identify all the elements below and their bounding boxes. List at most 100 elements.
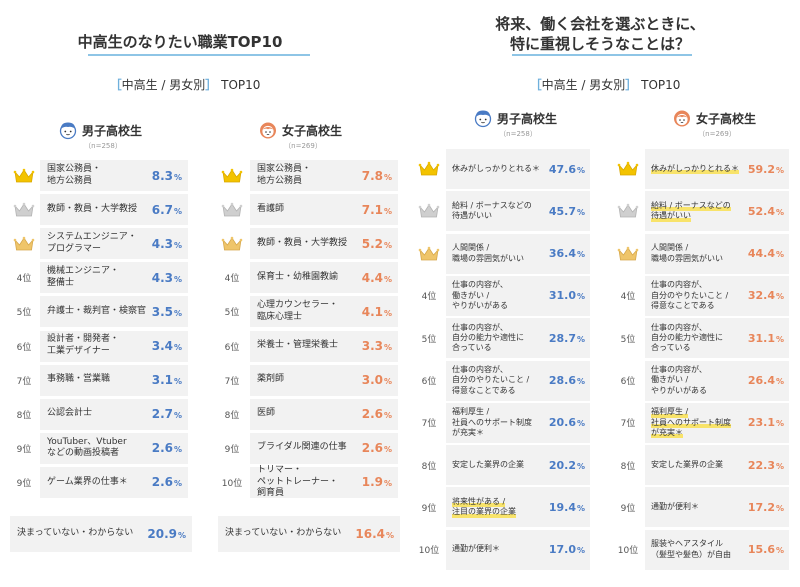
rank-label: 5位 xyxy=(620,334,636,345)
row-label-line: YouTuber、Vtuber xyxy=(47,436,127,447)
value-number: 20.2 xyxy=(548,458,576,472)
row-label: 安定した業界の企業 xyxy=(651,460,723,470)
row-label: 人間関係 / 職場の雰囲気がいい xyxy=(651,243,723,264)
row-value: 45.7% xyxy=(549,205,585,218)
right-title-line-1: 将来、働く会社を選ぶときに、 xyxy=(495,15,705,33)
undecided-label: 決まっていない・わからない xyxy=(225,528,342,539)
percent-sign: % xyxy=(775,377,784,386)
gold-crown-icon xyxy=(617,161,639,176)
percent-sign: % xyxy=(775,546,784,556)
row-label: 仕事の内容が、 自分の能力や適性に 合っている xyxy=(651,323,723,354)
value-number: 2.6 xyxy=(361,407,383,422)
row-value: 44.4% xyxy=(748,247,784,260)
row-label-line: 心理カウンセラー・ xyxy=(257,300,339,311)
row-label: 仕事の内容が、 働きがい / やりがいがある xyxy=(651,365,707,396)
table-row: 仕事の内容が、 自分の能力や適性に 合っている 31.1% xyxy=(645,318,789,359)
row-label-line: 国家公務員・ xyxy=(257,163,312,174)
group-header: 女子高校生 xyxy=(258,120,342,140)
percent-sign: % xyxy=(576,334,585,344)
row-label: 国家公務員・ 地方公務員 xyxy=(257,164,311,187)
row-label: 通勤が便利＊ xyxy=(452,544,500,554)
row-label: 休みがしっかりとれる＊ xyxy=(651,163,739,175)
rank-medal xyxy=(218,160,246,191)
sample-size-label: （n=258） xyxy=(499,130,537,138)
right-title-underline xyxy=(512,54,692,56)
group-name: 男子高校生 xyxy=(497,111,558,126)
gold-crown-icon xyxy=(13,168,35,182)
row-value: 5.2% xyxy=(362,237,392,251)
value-number: 45.7 xyxy=(548,204,576,218)
value-number: 23.1 xyxy=(747,416,775,430)
percent-sign: % xyxy=(383,377,392,387)
undecided-value: 20.9% xyxy=(147,527,186,541)
value-number: 8.3 xyxy=(151,168,173,183)
row-label-line: 給料 / ボーナスなどの xyxy=(651,200,731,212)
gold-crown-icon xyxy=(221,168,243,182)
value-number: 31.0 xyxy=(548,289,576,303)
row-label: 弁護士・裁判官・検察官 xyxy=(47,306,146,318)
percent-sign: % xyxy=(173,308,182,318)
percent-sign: % xyxy=(576,461,585,471)
percent-sign: % xyxy=(775,165,784,175)
row-label-line: 福利厚生 / xyxy=(651,407,689,418)
rank-label: 10位 xyxy=(221,478,243,489)
table-row: 給料 / ボーナスなどの 待遇がいい 52.4% xyxy=(645,191,789,232)
table-row: 医師 2.6% xyxy=(250,398,398,430)
bronze-crown-icon xyxy=(13,236,35,251)
row-value: 36.4% xyxy=(549,247,585,260)
row-value: 52.4% xyxy=(748,205,784,218)
row-label-line: 機械エンジニア・ xyxy=(47,266,120,277)
gold-crown-icon xyxy=(418,161,440,176)
row-label-line: やりがいがある xyxy=(452,301,508,311)
percent-sign: % xyxy=(173,479,182,489)
row-label: 休みがしっかりとれる＊ xyxy=(452,164,540,174)
row-label-line: 教師・教員・大学教授 xyxy=(47,203,138,214)
value-number: 17.0 xyxy=(548,543,576,557)
value-number: 3.4 xyxy=(151,339,173,353)
rank-label: 5位 xyxy=(16,308,32,319)
row-value: 2.6% xyxy=(152,441,182,455)
rank-medal xyxy=(10,228,38,259)
percent-sign: % xyxy=(775,250,784,260)
row-label-line: 弁護士・裁判官・検察官 xyxy=(47,306,147,317)
row-value: 1.9% xyxy=(362,475,392,489)
right-subtitle: ［中高生 / 男女別］ TOP10 xyxy=(529,78,681,92)
percent-sign: % xyxy=(173,343,182,352)
row-label-line: 人間関係 / xyxy=(651,243,689,253)
row-label: 保育士・幼稚園教諭 xyxy=(257,272,338,284)
row-label-line: 注目の業界の企業 xyxy=(452,507,516,518)
row-value: 4.1% xyxy=(362,305,392,319)
row-value: 47.6% xyxy=(549,163,585,176)
value-number: 6.7 xyxy=(151,202,173,217)
row-label-line: 事務職・営業職 xyxy=(47,374,111,385)
group-header: 女子高校生 xyxy=(672,108,756,128)
table-row: 国家公務員・ 地方公務員 7.8% xyxy=(250,160,398,191)
row-label: ブライダル関連の仕事 xyxy=(257,442,347,454)
row-value: 3.0% xyxy=(362,373,392,387)
group-name: 女子高校生 xyxy=(282,123,343,138)
percent-sign: % xyxy=(576,292,585,302)
rank-label: 9位 xyxy=(16,478,32,489)
row-label: 人間関係 / 職場の雰囲気がいい xyxy=(452,243,524,264)
table-row: 人間関係 / 職場の雰囲気がいい 44.4% xyxy=(645,233,789,274)
rank-label: 4位 xyxy=(224,274,240,285)
row-value: 26.4% xyxy=(748,374,784,387)
bronze-crown-icon xyxy=(221,236,243,251)
percent-sign: % xyxy=(173,377,182,387)
row-value: 7.8% xyxy=(362,169,392,183)
value-number: 52.4 xyxy=(747,204,775,218)
row-value: 23.1% xyxy=(748,416,784,429)
percent-sign: % xyxy=(576,207,585,217)
percent-sign: % xyxy=(775,334,784,344)
row-label: 薬剤師 xyxy=(257,374,284,386)
row-value: 3.1% xyxy=(152,373,182,387)
percent-sign: % xyxy=(383,308,392,318)
row-label-line: 仕事の内容が、 xyxy=(651,364,707,374)
row-value: 20.2% xyxy=(549,459,585,472)
percent-sign: % xyxy=(383,240,392,250)
row-label: 仕事の内容が、 自分のやりたいこと / 得意なことである xyxy=(452,365,529,396)
table-row: YouTuber、Vtuber などの動画投稿者 2.6% xyxy=(40,432,188,464)
table-row: 仕事の内容が、 自分のやりたいこと / 得意なことである 28.6% xyxy=(446,360,590,401)
row-label-line: 工業デザイナー xyxy=(47,346,110,356)
row-label-line: 安定した業界の企業 xyxy=(452,459,524,469)
